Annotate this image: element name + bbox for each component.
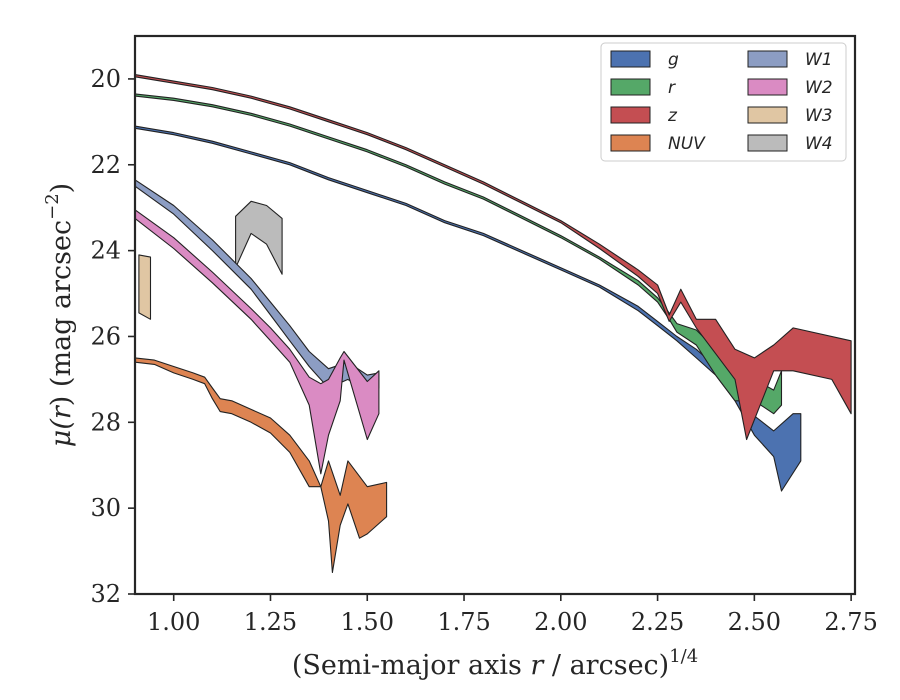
x-tick-label: 2.00 <box>534 608 587 636</box>
legend-swatch-w3 <box>748 107 787 123</box>
y-tick-label: 24 <box>90 237 121 265</box>
legend: grz NUV W1 W2 W3 W4 <box>601 43 846 161</box>
y-axis-label: μ(r) (mag arcsec−2) <box>42 183 77 447</box>
legend-swatch-r <box>611 79 650 95</box>
x-tick-label: 1.00 <box>147 608 200 636</box>
x-tick-label: 2.75 <box>824 608 877 636</box>
x-tick-label: 2.25 <box>631 608 684 636</box>
legend-swatch-z <box>611 107 650 123</box>
x-axis-label: (Semi-major axis r / arcsec)1/4 <box>292 646 698 681</box>
y-axis-ticks: 20 22 24 26 28 30 32 <box>90 65 135 608</box>
y-tick-label: 22 <box>90 151 121 179</box>
legend-label-z: z <box>667 106 678 126</box>
band-nuv <box>135 358 387 573</box>
band-w3 <box>139 255 151 319</box>
legend-swatch-w4 <box>748 135 787 151</box>
legend-swatch-nuv <box>611 135 650 151</box>
y-tick-label: 20 <box>90 65 121 93</box>
legend-label-w4: W4 <box>805 134 833 154</box>
legend-swatch-g <box>611 51 650 67</box>
legend-label-w3: W3 <box>805 106 833 126</box>
legend-label-nuv: NUV <box>668 134 706 154</box>
y-tick-label: 32 <box>90 580 121 608</box>
y-tick-label: 28 <box>90 408 121 436</box>
x-tick-label: 1.50 <box>341 608 394 636</box>
legend-label-r: r <box>668 78 676 98</box>
legend-label-w2: W2 <box>805 78 833 98</box>
band-g <box>135 126 801 491</box>
legend-label-w1: W1 <box>805 50 833 70</box>
legend-swatch-w2 <box>748 79 787 95</box>
band-w2 <box>135 210 379 474</box>
band-w4 <box>236 201 283 274</box>
x-axis-ticks: 1.00 1.25 1.50 1.75 2.00 2.25 2.50 2.75 <box>147 594 878 636</box>
surface-brightness-chart: 1.00 1.25 1.50 1.75 2.00 2.25 2.50 2.75 2022242… <box>0 0 900 700</box>
legend-label-g: g <box>668 50 679 70</box>
x-tick-label: 1.75 <box>437 608 490 636</box>
y-tick-label: 30 <box>90 494 121 522</box>
x-tick-label: 1.25 <box>244 608 297 636</box>
legend-swatch-w1 <box>748 51 787 67</box>
x-tick-label: 2.50 <box>728 608 781 636</box>
y-tick-label: 26 <box>90 322 121 350</box>
